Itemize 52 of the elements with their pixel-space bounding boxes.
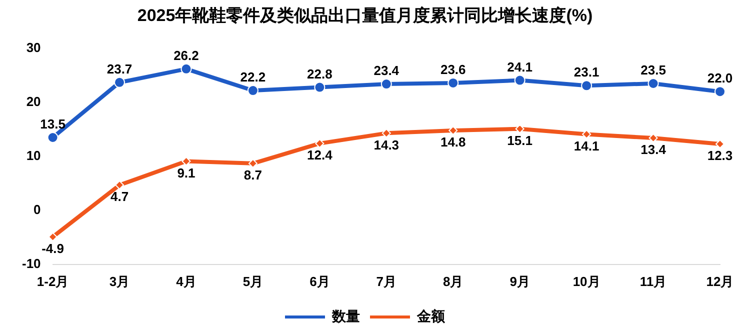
point: [581, 80, 592, 92]
point: [247, 85, 258, 96]
data-label: 23.4: [374, 63, 400, 78]
data-label: 14.1: [574, 138, 600, 154]
point: [714, 86, 726, 98]
x-tick-label: 8月: [443, 274, 464, 289]
legend-label: 金额: [416, 308, 446, 324]
chart-title: 2025年靴鞋零件及类似品出口量值月度累计同比增长速度(%): [137, 6, 593, 25]
data-label: 13.5: [40, 116, 66, 132]
x-tick-label: 12月: [706, 274, 734, 289]
y-tick-label: -10: [22, 256, 41, 271]
data-label: 12.4: [307, 148, 334, 163]
data-label: 23.7: [106, 62, 132, 76]
point: [114, 76, 126, 88]
x-tick-label: 7月: [376, 274, 397, 289]
y-tick-label: 10: [26, 148, 41, 163]
data-label: 23.1: [574, 64, 600, 80]
x-tick-label: 11月: [640, 274, 667, 289]
data-label: 23.5: [640, 62, 666, 78]
y-tick-label: 30: [26, 40, 41, 55]
y-tick-label: 0: [34, 202, 41, 217]
data-label: 12.3: [707, 148, 733, 164]
data-label: 22.0: [707, 70, 733, 86]
point: [47, 132, 58, 143]
y-tick-label: 20: [26, 94, 41, 109]
x-tick-label: 4月: [176, 274, 196, 289]
legend-label: 数量: [331, 308, 360, 324]
data-label: 14.8: [440, 134, 466, 150]
x-tick-label: 3月: [109, 274, 130, 289]
data-label: 8.7: [244, 168, 262, 182]
data-label: 9.1: [177, 165, 196, 180]
point: [648, 78, 659, 89]
data-label: 26.2: [174, 48, 199, 63]
data-label: 22.2: [240, 70, 266, 85]
point: [448, 77, 459, 88]
x-tick-label: 6月: [310, 274, 330, 289]
data-label: 14.3: [374, 137, 400, 152]
point: [514, 74, 526, 86]
x-tick-label: 5月: [242, 274, 264, 289]
x-tick-label: 10月: [572, 274, 600, 289]
data-label: 24.1: [507, 59, 532, 74]
data-label: -4.9: [42, 240, 64, 256]
data-label: 4.7: [110, 189, 129, 204]
point: [380, 78, 392, 90]
data-label: 23.6: [440, 62, 466, 78]
data-label: 22.8: [307, 66, 332, 82]
x-tick-label: 1-2月: [36, 274, 69, 289]
x-tick-label: 9月: [510, 274, 530, 289]
data-label: 15.1: [507, 132, 532, 148]
point: [314, 82, 326, 93]
point: [180, 63, 192, 74]
data-label: 13.4: [640, 142, 667, 158]
